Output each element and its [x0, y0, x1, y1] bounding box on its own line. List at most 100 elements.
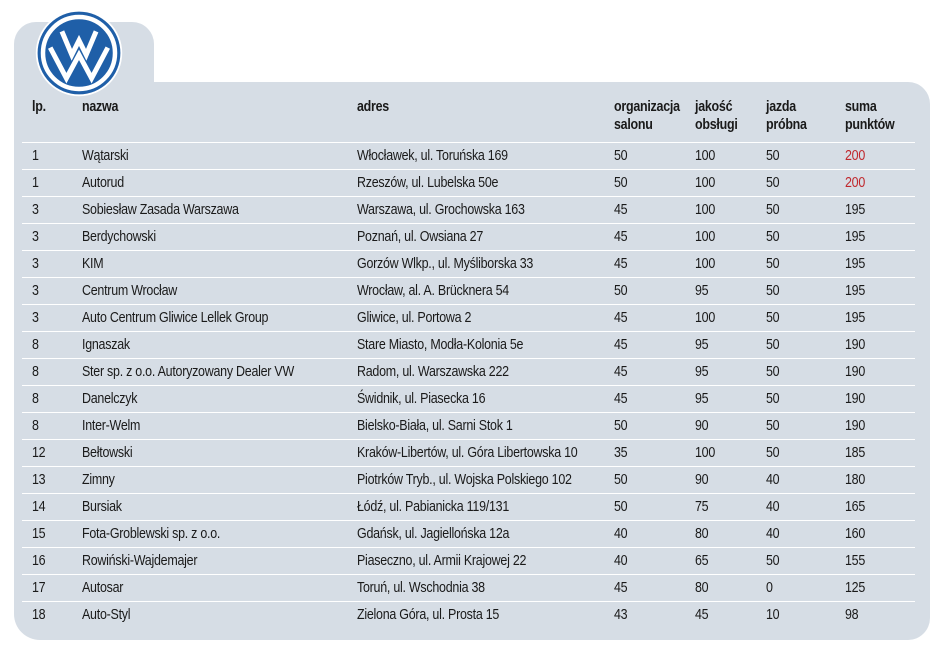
cell-suma-text: 200: [844, 148, 865, 164]
cell-lp-text: 3: [32, 310, 39, 326]
cell-nazwa: Bursiak: [81, 493, 358, 521]
cell-suma-text: 180: [844, 472, 865, 488]
cell-organizacja-text: 35: [613, 445, 628, 461]
cell-organizacja-text: 50: [613, 148, 628, 164]
cell-suma-text: 190: [844, 418, 865, 434]
cell-jakosc-text: 95: [695, 391, 709, 407]
cell-lp: 3: [22, 250, 82, 278]
header-suma: suma punktów: [844, 99, 895, 133]
cell-organizacja: 45: [613, 574, 696, 602]
cell-adres: Toruń, ul. Wschodnia 38: [357, 574, 614, 602]
cell-jakosc-text: 95: [695, 283, 709, 299]
cell-lp-text: 12: [32, 445, 46, 461]
cell-lp-text: 3: [32, 256, 39, 272]
cell-organizacja: 35: [613, 439, 696, 467]
cell-nazwa: Autosar: [81, 574, 358, 602]
cell-jakosc-text: 65: [695, 553, 709, 569]
cell-adres: Gorzów Wlkp., ul. Myśliborska 33: [357, 250, 614, 278]
cell-organizacja-text: 50: [613, 175, 628, 191]
cell-nazwa: Ignaszak: [81, 331, 358, 359]
cell-jakosc: 100: [695, 250, 766, 278]
cell-nazwa: Autorud: [81, 169, 358, 197]
cell-lp: 3: [22, 304, 82, 332]
header-jazda: jazda próbna: [765, 99, 807, 133]
cell-nazwa-text: Danelczyk: [81, 391, 138, 407]
cell-jazda: 50: [765, 169, 845, 197]
cell-suma-text: 160: [844, 526, 865, 542]
cell-adres: Włocławek, ul. Toruńska 169: [357, 142, 614, 170]
cell-lp-text: 1: [32, 175, 39, 191]
cell-suma: 125: [844, 574, 915, 602]
cell-adres: Bielsko-Biała, ul. Sarni Stok 1: [357, 412, 614, 440]
cell-suma: 180: [844, 466, 915, 494]
cell-jakosc: 65: [695, 547, 766, 575]
cell-jazda-text: 50: [765, 283, 780, 299]
cell-jazda-text: 50: [765, 310, 780, 326]
cell-nazwa: Sobiesław Zasada Warszawa: [81, 196, 358, 224]
cell-organizacja-text: 50: [613, 418, 628, 434]
cell-adres-text: Warszawa, ul. Grochowska 163: [357, 202, 526, 218]
table-row: 16 Rowiński-Wajdemajer Piaseczno, ul. Armi…: [22, 547, 915, 575]
cell-adres: Kraków-Libertów, ul. Góra Libertowska 10: [357, 439, 614, 467]
cell-lp: 8: [22, 385, 82, 413]
cell-suma-text: 195: [844, 202, 865, 218]
cell-lp: 8: [22, 412, 82, 440]
cell-adres: Zielona Góra, ul. Prosta 15: [357, 601, 614, 628]
cell-organizacja-text: 45: [613, 364, 628, 380]
table-header-row: lp. nazwa adres organizacja salonu jakość…: [22, 94, 915, 143]
cell-nazwa-text: Auto-Styl: [81, 607, 131, 623]
cell-adres: Rzeszów, ul. Lubelska 50e: [357, 169, 614, 197]
cell-lp-text: 13: [32, 472, 46, 488]
cell-jazda-text: 50: [765, 391, 780, 407]
cell-jakosc: 100: [695, 169, 766, 197]
cell-lp: 3: [22, 223, 82, 251]
cell-adres-text: Wrocław, al. A. Brücknera 54: [357, 283, 510, 299]
cell-suma: 98: [844, 601, 915, 628]
cell-jazda: 40: [765, 520, 845, 548]
cell-organizacja: 40: [613, 547, 696, 575]
cell-jazda-text: 50: [765, 256, 780, 272]
cell-jazda: 40: [765, 466, 845, 494]
cell-suma-text: 195: [844, 256, 865, 272]
cell-nazwa: Zimny: [81, 466, 358, 494]
cell-adres: Łódź, ul. Pabianicka 119/131: [357, 493, 614, 521]
cell-suma-text: 185: [844, 445, 865, 461]
cell-suma: 195: [844, 304, 915, 332]
cell-nazwa-text: Bursiak: [81, 499, 122, 515]
cell-jazda-text: 50: [765, 553, 780, 569]
cell-suma: 165: [844, 493, 915, 521]
table-row: 13 Zimny Piotrków Tryb., ul. Wojska Polski…: [22, 466, 915, 494]
cell-organizacja: 45: [613, 250, 696, 278]
cell-nazwa-text: Sobiesław Zasada Warszawa: [81, 202, 239, 218]
cell-nazwa-text: Zimny: [81, 472, 115, 488]
table-row: 18 Auto-Styl Zielona Góra, ul. Prosta 15 43…: [22, 601, 915, 628]
cell-jazda: 50: [765, 385, 845, 413]
cell-adres-text: Łódź, ul. Pabianicka 119/131: [357, 499, 510, 515]
cell-lp: 8: [22, 331, 82, 359]
cell-lp: 14: [22, 493, 82, 521]
cell-nazwa-text: Ignaszak: [81, 337, 130, 353]
cell-jazda: 50: [765, 142, 845, 170]
cell-lp-text: 8: [32, 364, 39, 380]
cell-suma-text: 155: [844, 553, 865, 569]
cell-jakosc: 80: [695, 520, 766, 548]
cell-nazwa: Ster sp. z o.o. Autoryzowany Dealer VW: [81, 358, 358, 386]
cell-adres-text: Gorzów Wlkp., ul. Myśliborska 33: [357, 256, 534, 272]
cell-suma-text: 195: [844, 229, 865, 245]
cell-suma: 190: [844, 412, 915, 440]
cell-adres-text: Gliwice, ul. Portowa 2: [357, 310, 472, 326]
cell-nazwa: Bełtowski: [81, 439, 358, 467]
cell-jazda: 50: [765, 331, 845, 359]
cell-jakosc-text: 100: [695, 202, 716, 218]
cell-nazwa-text: Berdychowski: [81, 229, 156, 245]
cell-jakosc: 100: [695, 142, 766, 170]
cell-jazda-text: 50: [765, 229, 780, 245]
cell-adres-text: Radom, ul. Warszawska 222: [357, 364, 510, 380]
table-row: 15 Fota-Groblewski sp. z o.o. Gdańsk, ul. …: [22, 520, 915, 548]
cell-adres-text: Poznań, ul. Owsiana 27: [357, 229, 484, 245]
cell-organizacja: 45: [613, 196, 696, 224]
cell-adres-text: Włocławek, ul. Toruńska 169: [357, 148, 509, 164]
cell-adres-text: Kraków-Libertów, ul. Góra Libertowska 10: [357, 445, 578, 461]
cell-jakosc: 75: [695, 493, 766, 521]
cell-jakosc-text: 100: [695, 256, 716, 272]
